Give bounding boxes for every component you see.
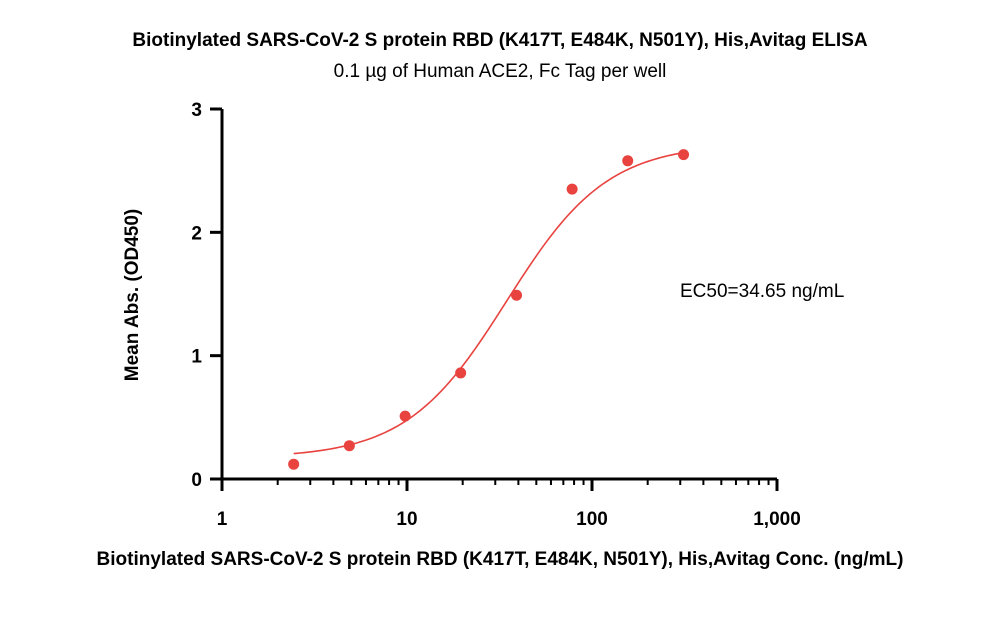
- data-point: [288, 458, 300, 470]
- x-tick-label: 1: [217, 509, 228, 530]
- data-point: [455, 367, 467, 379]
- x-axis-label: Biotinylated SARS-CoV-2 S protein RBD (K…: [96, 549, 904, 570]
- y-tick-label: 2: [191, 223, 202, 244]
- x-tick-label: 10: [396, 509, 417, 530]
- data-point: [511, 289, 523, 301]
- y-tick-label: 3: [191, 100, 202, 121]
- data-point: [343, 440, 355, 452]
- y-tick-label: 0: [191, 470, 202, 491]
- fit-curve-group: [293, 151, 684, 455]
- data-point: [622, 155, 634, 167]
- data-point: [678, 149, 690, 161]
- chart-subtitle: 0.1 µg of Human ACE2, Fc Tag per well: [333, 61, 667, 82]
- data-point: [566, 183, 578, 195]
- data-points: [288, 149, 690, 470]
- fit-curve: [293, 151, 684, 455]
- x-tick-label: 1,000: [753, 509, 801, 530]
- y-axis-label: Mean Abs. (OD450): [122, 209, 143, 381]
- data-point: [399, 410, 411, 422]
- ec50-annotation: EC50=34.65 ng/mL: [680, 281, 844, 302]
- y-tick-label: 1: [191, 347, 202, 368]
- chart-title: Biotinylated SARS-CoV-2 S protein RBD (K…: [132, 30, 868, 51]
- x-tick-label: 100: [576, 509, 608, 530]
